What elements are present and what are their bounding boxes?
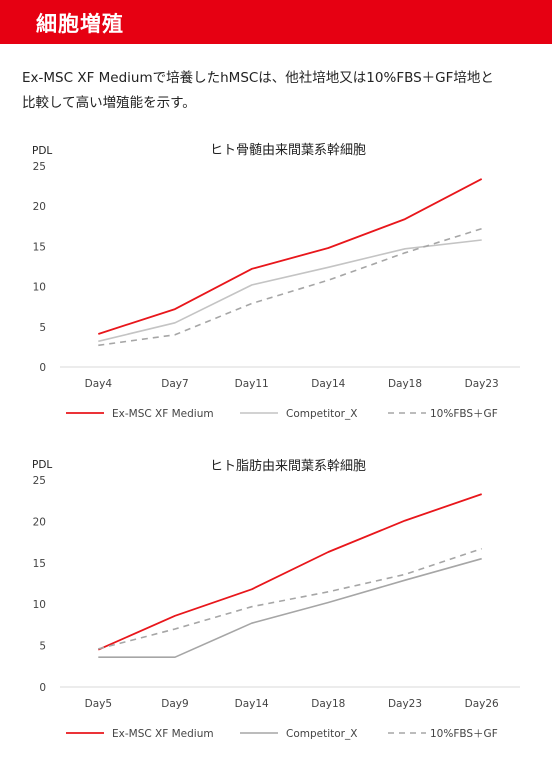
y-tick-label: 25 [33, 475, 46, 487]
y-tick-label: 5 [39, 322, 46, 334]
series-line-3 [98, 227, 482, 347]
x-tick-label: Day9 [161, 698, 188, 710]
series-line-1 [98, 178, 483, 335]
intro-line-2: 比較して高い増殖能を示す。 [22, 95, 196, 111]
y-tick-label: 10 [33, 282, 46, 294]
header-bar: 細胞増殖 [0, 0, 552, 44]
legend-label-1: Ex-MSC XF Medium [112, 408, 214, 420]
x-tick-label: Day4 [85, 378, 113, 390]
x-tick-label: Day7 [161, 378, 188, 390]
x-tick-label: Day18 [311, 698, 345, 710]
legend-label-2: Competitor_X [286, 728, 357, 740]
y-tick-label: 15 [33, 241, 46, 253]
intro-text: Ex-MSC XF Mediumで培養したhMSCは、他社培地又は10%FBS＋… [22, 66, 537, 116]
x-tick-label: Day23 [465, 378, 499, 390]
y-tick-label: 20 [33, 516, 46, 528]
chart-bone-marrow: ヒト骨髄由来間葉系幹細胞 PDL 0 5 10 15 20 25 Day4 Day7 Day11 Da… [32, 142, 520, 420]
x-tick-label: Day11 [235, 378, 269, 390]
y-tick-label: 15 [33, 558, 46, 570]
y-tick-label: 5 [39, 641, 46, 653]
y-tick-label: 25 [33, 161, 46, 173]
y-tick-label: 0 [39, 362, 46, 374]
y-tick-label: 0 [39, 682, 46, 694]
y-tick-label: 20 [33, 201, 46, 213]
x-tick-label: Day14 [311, 378, 345, 390]
x-tick-label: Day5 [85, 698, 112, 710]
legend-label-3: 10%FBS＋GF [430, 728, 498, 740]
series-line-2 [98, 239, 482, 343]
chart-title: ヒト脂肪由来間葉系幹細胞 [210, 458, 366, 474]
x-tick-label: Day23 [388, 698, 422, 710]
legend-label-3: 10%FBS＋GF [430, 408, 498, 420]
page-title: 細胞増殖 [36, 12, 124, 36]
series-line-1 [97, 493, 482, 651]
legend-label-1: Ex-MSC XF Medium [112, 728, 214, 740]
x-tick-label: Day18 [388, 378, 422, 390]
legend-label-2: Competitor_X [286, 408, 357, 420]
x-tick-label: Day14 [235, 698, 269, 710]
x-tick-label: Day26 [465, 698, 499, 710]
y-axis-label: PDL [32, 145, 52, 157]
chart-title: ヒト骨髄由来間葉系幹細胞 [210, 142, 366, 158]
intro-line-1: Ex-MSC XF Mediumで培養したhMSCは、他社培地又は10%FBS＋… [22, 70, 494, 86]
chart-adipose: ヒト脂肪由来間葉系幹細胞 PDL 0 5 10 15 20 25 Day5 Day9 Day14 Da… [32, 458, 520, 740]
y-axis-label: PDL [32, 459, 52, 471]
y-tick-label: 10 [33, 599, 46, 611]
series-line-3 [98, 547, 482, 650]
series-line-2 [98, 557, 482, 658]
